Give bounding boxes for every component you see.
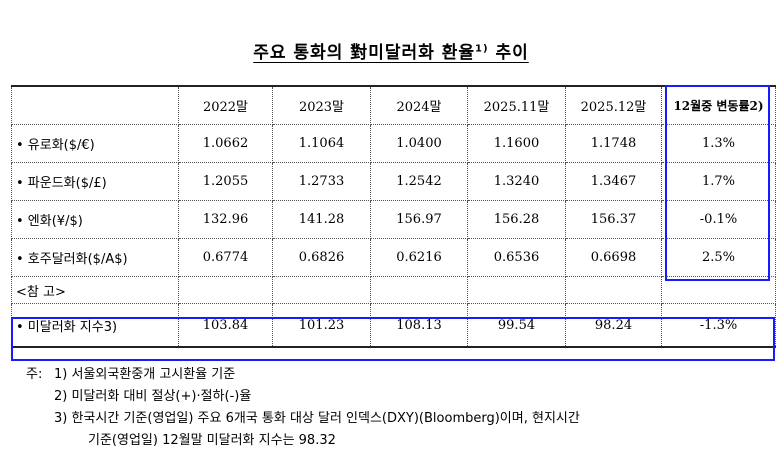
page-title: 주요 통화의 對미달러화 환율1) 추이 — [0, 38, 782, 63]
table-cell — [467, 276, 566, 304]
table-cell: 1.1748 — [565, 124, 662, 163]
table-row: • 파운드화($/£) 1.2055 1.2733 1.2542 1.3240 … — [11, 162, 776, 201]
table-cell-change: 2.5% — [661, 238, 776, 277]
table-cell: 156.28 — [467, 200, 566, 239]
table-cell: 1.2733 — [272, 162, 371, 201]
table-row: • 유로화($/€) 1.0662 1.1064 1.0400 1.1600 1… — [11, 124, 776, 163]
table-cell: 101.23 — [272, 303, 371, 348]
table-cell: 156.37 — [565, 200, 662, 239]
table-cell-change: 1.3% — [661, 124, 776, 163]
footnotes: 주: 1) 서울외국환중개 고시환율 기준 2) 미달러화 대비 절상(+)·절하… — [26, 364, 580, 452]
table-cell: 0.6774 — [178, 238, 273, 277]
table-cell: 0.6698 — [565, 238, 662, 277]
header-cell: 2023말 — [272, 85, 371, 125]
table-cell: 98.24 — [565, 303, 662, 348]
footnote-3: 3) 한국시간 기준(영업일) 주요 6개국 통화 대상 달러 인덱스(DXY)… — [54, 411, 580, 426]
table-row: • 엔화(¥/$) 132.96 141.28 156.97 156.28 15… — [11, 200, 776, 239]
table-cell-change: -1.3% — [661, 303, 776, 348]
title-suffix: 추이 — [495, 43, 529, 63]
title-text: 주요 통화의 對미달러화 환율 — [253, 43, 476, 63]
table-cell: 108.13 — [370, 303, 468, 348]
table-cell: 0.6826 — [272, 238, 371, 277]
header-cell — [11, 85, 179, 125]
row-label: • 호주달러화($/A$) — [11, 238, 179, 277]
table-cell: 156.97 — [370, 200, 468, 239]
table-cell: 1.3240 — [467, 162, 566, 201]
footnote-3-continued: 기준(영업일) 12월말 미달러화 지수는 98.32 — [88, 433, 336, 448]
dollar-index-row: • 미달러화 지수3) 103.84 101.23 108.13 99.54 9… — [11, 303, 776, 348]
footnote-1: 주: 1) 서울외국환중개 고시환율 기준 — [26, 364, 580, 386]
table-cell: 0.6536 — [467, 238, 566, 277]
table-cell — [565, 276, 662, 304]
table-cell: 103.84 — [178, 303, 273, 348]
footnote-2: 2) 미달러화 대비 절상(+)·절하(-)율 — [54, 389, 252, 404]
table-cell: 1.0662 — [178, 124, 273, 163]
reference-label: <참 고> — [11, 276, 179, 304]
table-cell: 0.6216 — [370, 238, 468, 277]
table-cell: 1.1064 — [272, 124, 371, 163]
header-cell-change: 12월중 변동률2) — [661, 85, 776, 125]
title-footnote-mark: 1) — [475, 43, 489, 55]
row-label: • 파운드화($/£) — [11, 162, 179, 201]
exchange-rate-table: 2022말 2023말 2024말 2025.11말 2025.12말 12월중… — [11, 85, 776, 348]
table-cell: 132.96 — [178, 200, 273, 239]
table-cell: 1.2055 — [178, 162, 273, 201]
header-row: 2022말 2023말 2024말 2025.11말 2025.12말 12월중… — [11, 85, 776, 125]
table-cell: 141.28 — [272, 200, 371, 239]
row-label: • 미달러화 지수3) — [11, 303, 179, 348]
table-cell: 1.0400 — [370, 124, 468, 163]
table-cell: 99.54 — [467, 303, 566, 348]
table-cell: 1.3467 — [565, 162, 662, 201]
footnote-text: 1) 서울외국환중개 고시환율 기준 — [54, 367, 236, 382]
table-cell — [661, 276, 776, 304]
footnote-prefix: 주: — [26, 367, 43, 382]
reference-row: <참 고> — [11, 276, 776, 304]
table-cell: 1.1600 — [467, 124, 566, 163]
header-cell: 2025.11말 — [467, 85, 566, 125]
header-cell: 2022말 — [178, 85, 273, 125]
row-label: • 유로화($/€) — [11, 124, 179, 163]
table-cell — [178, 276, 273, 304]
table-cell — [272, 276, 371, 304]
table-cell — [370, 276, 468, 304]
table-cell-change: -0.1% — [661, 200, 776, 239]
header-cell: 2025.12말 — [565, 85, 662, 125]
header-cell: 2024말 — [370, 85, 468, 125]
table-cell-change: 1.7% — [661, 162, 776, 201]
table-cell: 1.2542 — [370, 162, 468, 201]
row-label: • 엔화(¥/$) — [11, 200, 179, 239]
table-row: • 호주달러화($/A$) 0.6774 0.6826 0.6216 0.653… — [11, 238, 776, 277]
